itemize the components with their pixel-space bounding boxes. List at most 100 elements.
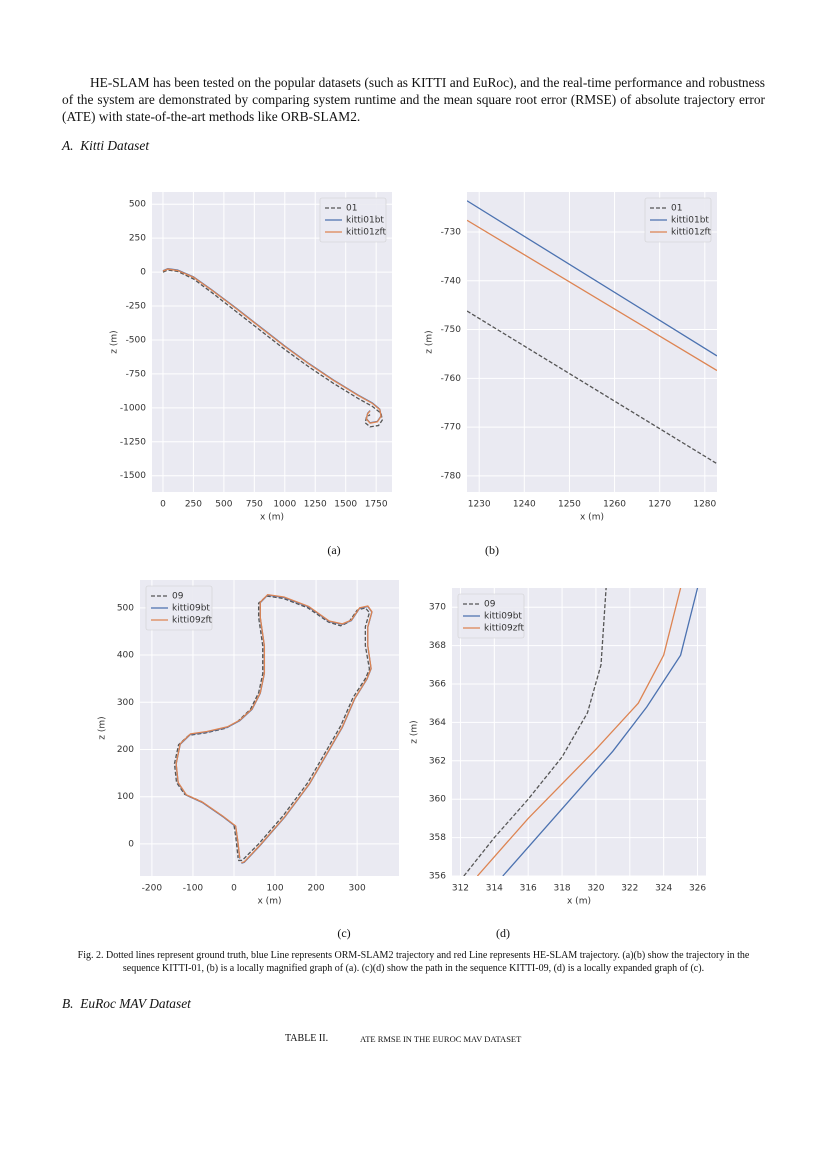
x-tick-label: 1280 <box>693 500 716 510</box>
x-axis-label: x (m) <box>580 513 604 523</box>
legend-label: kitti09zft <box>484 624 524 634</box>
legend-box <box>145 585 213 631</box>
y-tick-label: -750 <box>441 325 462 335</box>
legend-box <box>457 593 525 639</box>
y-tick-label: 0 <box>140 268 146 278</box>
x-tick-label: 1240 <box>513 500 536 510</box>
legend-label: kitti01zft <box>346 228 386 238</box>
legend-label: kitti09bt <box>172 604 210 614</box>
x-tick-label: 1250 <box>304 500 327 510</box>
x-tick-label: -200 <box>142 884 163 894</box>
x-tick-label: 1500 <box>334 500 357 510</box>
trajectory-line <box>467 200 717 357</box>
y-tick-label: 366 <box>429 680 446 690</box>
x-axis-label: x (m) <box>567 897 591 907</box>
y-tick-label: 100 <box>117 792 134 802</box>
x-tick-label: 1270 <box>648 500 671 510</box>
plot-area <box>467 200 717 465</box>
x-tick-label: 750 <box>246 500 263 510</box>
x-tick-label: 314 <box>486 884 503 894</box>
y-tick-label: -730 <box>441 228 462 238</box>
y-axis-label: z (m) <box>110 330 120 353</box>
legend-label: 09 <box>484 600 496 610</box>
section-heading: A. Kitti Dataset <box>62 138 150 153</box>
y-tick-label: 200 <box>117 745 134 755</box>
x-axis-label: x (m) <box>260 513 284 523</box>
y-tick-label: -500 <box>126 335 147 345</box>
subcaption: (a) <box>327 543 340 557</box>
legend-box <box>644 197 712 243</box>
x-tick-label: 1750 <box>365 500 388 510</box>
y-tick-label: -250 <box>126 302 147 312</box>
x-tick-label: 1250 <box>558 500 581 510</box>
legend-box <box>319 197 387 243</box>
y-tick-label: 362 <box>429 756 446 766</box>
y-tick-label: -770 <box>441 423 462 433</box>
x-tick-label: 316 <box>520 884 537 894</box>
x-tick-label: 250 <box>185 500 202 510</box>
trajectory-line <box>463 588 607 876</box>
y-tick-label: -1000 <box>120 403 146 413</box>
trajectory-line <box>162 269 383 428</box>
y-tick-label: -1500 <box>120 471 146 481</box>
legend-label: kitti09bt <box>484 612 522 622</box>
x-tick-label: 312 <box>452 884 469 894</box>
y-tick-label: -1250 <box>120 437 146 447</box>
legend-label: kitti01bt <box>671 216 709 226</box>
y-tick-label: 500 <box>129 200 146 210</box>
paragraph: HE-SLAM has been tested on the popular d… <box>62 75 765 124</box>
y-tick-label: -750 <box>126 369 147 379</box>
y-tick-label: 368 <box>429 641 446 651</box>
legend-label: 01 <box>671 204 682 214</box>
trajectory-line <box>467 219 717 372</box>
section-heading: B. EuRoc MAV Dataset <box>62 996 191 1011</box>
x-tick-label: 1230 <box>468 500 491 510</box>
y-tick-label: 358 <box>429 833 446 843</box>
y-tick-label: 360 <box>429 795 446 805</box>
table-title: ATE RMSE IN THE EUROC MAV DATASET <box>360 1034 522 1044</box>
y-tick-label: 0 <box>128 839 134 849</box>
x-tick-label: 0 <box>231 884 237 894</box>
x-tick-label: 326 <box>689 884 706 894</box>
y-tick-label: 300 <box>117 698 134 708</box>
figure-caption: Fig. 2. Dotted lines represent ground tr… <box>77 950 750 974</box>
legend-label: kitti01bt <box>346 216 384 226</box>
x-axis-label: x (m) <box>258 897 282 907</box>
subcaption: (c) <box>337 926 350 940</box>
y-axis-label: z (m) <box>425 330 435 353</box>
plot-area <box>463 588 699 876</box>
x-tick-label: 300 <box>349 884 366 894</box>
y-tick-label: 250 <box>129 234 146 244</box>
x-tick-label: 1260 <box>603 500 626 510</box>
x-tick-label: 318 <box>553 884 570 894</box>
trajectory-line <box>162 268 382 424</box>
x-tick-label: -100 <box>183 884 204 894</box>
legend-label: kitti09zft <box>172 616 212 626</box>
x-tick-label: 320 <box>587 884 604 894</box>
plot-area <box>162 268 383 428</box>
x-tick-label: 1000 <box>273 500 296 510</box>
y-tick-label: 364 <box>429 718 446 728</box>
legend-label: 01 <box>346 204 357 214</box>
x-tick-label: 322 <box>621 884 638 894</box>
plot-area <box>173 593 373 864</box>
y-tick-label: 370 <box>429 603 446 613</box>
x-tick-label: 100 <box>266 884 283 894</box>
x-tick-label: 0 <box>160 500 166 510</box>
legend-label: kitti01zft <box>671 228 711 238</box>
y-axis-label: z (m) <box>410 720 420 743</box>
y-tick-label: -740 <box>441 276 462 286</box>
legend-label: 09 <box>172 592 184 602</box>
y-axis-label: z (m) <box>98 716 108 739</box>
subcaption: (b) <box>485 543 499 557</box>
x-tick-label: 324 <box>655 884 672 894</box>
y-tick-label: 400 <box>117 651 134 661</box>
trajectory-line <box>476 588 682 876</box>
table-label: TABLE II. <box>285 1033 329 1044</box>
y-tick-label: -760 <box>441 374 462 384</box>
trajectory-line <box>467 310 717 465</box>
trajectory-line <box>175 593 373 864</box>
trajectory-line <box>502 588 699 876</box>
